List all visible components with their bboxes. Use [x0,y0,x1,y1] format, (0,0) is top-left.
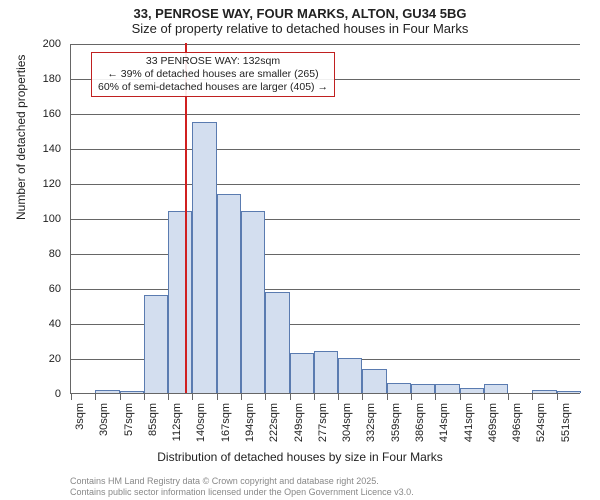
annotation-line2: ← 39% of detached houses are smaller (26… [98,68,328,81]
x-tick [532,394,533,400]
gridline-h [71,149,580,150]
gridline-h [71,289,580,290]
x-tick-label: 414sqm [438,403,450,442]
y-tick-label: 120 [43,178,71,190]
x-tick-label: 469sqm [487,403,499,442]
gridline-h [71,44,580,45]
y-tick-label: 200 [43,38,71,50]
x-tick [435,394,436,400]
x-tick-label: 304sqm [341,403,353,442]
x-tick-label: 112sqm [171,403,183,441]
x-tick [508,394,509,400]
x-tick-label: 277sqm [317,403,329,442]
histogram-bar [241,211,265,393]
y-axis-label: Number of detached properties [14,55,28,220]
x-tick-label: 332sqm [365,403,377,442]
chart-title-line1: 33, PENROSE WAY, FOUR MARKS, ALTON, GU34… [0,0,600,21]
x-axis-label: Distribution of detached houses by size … [0,450,600,464]
x-tick-label: 167sqm [220,403,232,442]
y-tick-label: 60 [49,283,71,295]
x-tick-label: 140sqm [195,403,207,442]
y-tick-label: 20 [49,353,71,365]
x-tick [557,394,558,400]
x-tick-label: 30sqm [98,403,110,436]
x-tick [120,394,121,400]
x-tick-label: 551sqm [560,403,572,442]
x-tick [217,394,218,400]
y-tick-label: 160 [43,108,71,120]
histogram-bar [460,388,484,393]
gridline-h [71,184,580,185]
x-tick [387,394,388,400]
x-tick [338,394,339,400]
x-tick [484,394,485,400]
x-tick-label: 85sqm [147,403,159,436]
footer-attribution: Contains HM Land Registry data © Crown c… [70,476,414,498]
histogram-bar [265,292,289,394]
histogram-bar [484,384,508,393]
x-tick-label: 222sqm [268,403,280,442]
histogram-bar [411,384,435,393]
x-tick [168,394,169,400]
x-tick [290,394,291,400]
histogram-bar [290,353,314,393]
histogram-bar [435,384,459,393]
histogram-bar [192,122,216,393]
x-tick-label: 3sqm [74,403,86,430]
y-tick-label: 0 [55,388,71,400]
annotation-box: 33 PENROSE WAY: 132sqm← 39% of detached … [91,52,335,97]
histogram-bar [387,383,411,394]
histogram-bar [557,391,581,393]
plot-area: 0204060801001201401601802003sqm30sqm57sq… [70,44,580,394]
x-tick-label: 359sqm [390,403,402,442]
y-tick-label: 140 [43,143,71,155]
chart-title-line2: Size of property relative to detached ho… [0,21,600,40]
histogram-bar [168,211,192,393]
annotation-line3: 60% of semi-detached houses are larger (… [98,81,328,94]
gridline-h [71,114,580,115]
x-tick [144,394,145,400]
x-tick [362,394,363,400]
x-tick [265,394,266,400]
x-tick [241,394,242,400]
histogram-bar [217,194,241,394]
histogram-bar [144,295,168,393]
y-tick-label: 80 [49,248,71,260]
x-tick-label: 441sqm [463,403,475,442]
x-tick-label: 524sqm [535,403,547,442]
x-tick-label: 249sqm [293,403,305,442]
x-tick [95,394,96,400]
x-tick [192,394,193,400]
x-tick [314,394,315,400]
histogram-bar [120,391,144,393]
x-tick [411,394,412,400]
x-tick-label: 57sqm [123,403,135,436]
y-tick-label: 180 [43,73,71,85]
x-tick-label: 194sqm [244,403,256,442]
y-tick-label: 40 [49,318,71,330]
footer-line2: Contains public sector information licen… [70,487,414,498]
gridline-h [71,219,580,220]
histogram-bar [532,390,556,394]
histogram-bar [362,369,386,394]
histogram-bar [338,358,362,393]
x-tick [71,394,72,400]
annotation-line1: 33 PENROSE WAY: 132sqm [98,55,328,68]
x-tick-label: 386sqm [414,403,426,442]
histogram-bar [314,351,338,393]
gridline-h [71,254,580,255]
x-tick-label: 496sqm [511,403,523,442]
y-tick-label: 100 [43,213,71,225]
footer-line1: Contains HM Land Registry data © Crown c… [70,476,414,487]
histogram-bar [95,390,119,394]
x-tick [460,394,461,400]
